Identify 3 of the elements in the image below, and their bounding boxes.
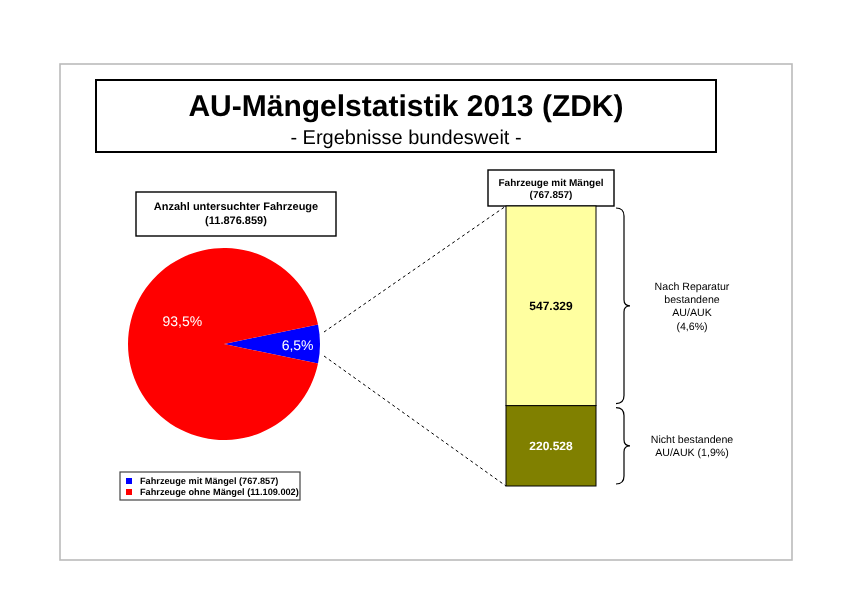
- text: - Ergebnisse bundesweit -: [290, 128, 522, 150]
- pie-slice: [128, 248, 319, 440]
- text: AU-Mängelstatistik 2013 (ZDK): [188, 90, 624, 124]
